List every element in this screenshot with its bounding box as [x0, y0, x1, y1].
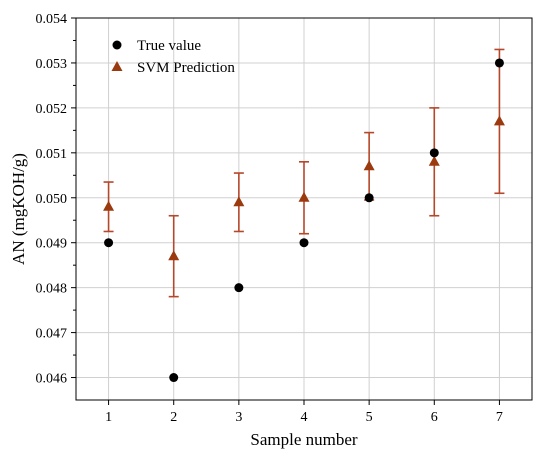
y-tick-label: 0.053 — [36, 57, 68, 72]
true-value-point — [494, 58, 504, 68]
legend-marker-svm-prediction — [111, 61, 123, 71]
x-tick-label: 5 — [366, 410, 373, 425]
x-axis-label: Sample number — [250, 430, 358, 449]
legend-label-true-value: True value — [137, 38, 201, 54]
x-tick-label: 3 — [235, 410, 242, 425]
x-tick-label: 7 — [496, 410, 503, 425]
legend-marker-true-value — [112, 40, 122, 50]
y-tick-label: 0.048 — [36, 282, 68, 297]
svm-prediction-point — [298, 191, 310, 202]
svm-prediction-point — [103, 200, 115, 211]
y-tick-label: 0.049 — [36, 237, 68, 252]
true-value-point — [429, 148, 439, 158]
true-value-point — [234, 283, 244, 293]
x-tick-label: 6 — [431, 410, 438, 425]
y-tick-label: 0.050 — [36, 192, 68, 207]
legend: True value SVM Prediction — [111, 38, 235, 76]
svm-prediction-point — [428, 155, 440, 166]
x-tick-label: 1 — [105, 410, 112, 425]
svm-prediction-point — [493, 115, 505, 126]
axes: 1 2 3 4 5 6 7 0.046 0.047 0.048 0.049 0.050 0.051 0.0… — [36, 12, 503, 425]
true-value-point — [169, 373, 179, 383]
svm-prediction-point — [233, 196, 245, 207]
legend-label-svm-prediction: SVM Prediction — [137, 60, 235, 76]
marks — [103, 58, 505, 383]
true-value-point — [299, 238, 309, 248]
x-tick-label: 2 — [170, 410, 177, 425]
svm-prediction-point — [168, 250, 180, 261]
y-tick-label: 0.052 — [36, 102, 68, 117]
y-tick-label: 0.046 — [36, 372, 68, 387]
svm-prediction-point — [363, 160, 375, 171]
y-tick-label: 0.051 — [36, 147, 68, 162]
y-tick-label: 0.047 — [36, 327, 68, 342]
y-tick-label: 0.054 — [36, 12, 68, 27]
true-value-point — [364, 193, 374, 203]
true-value-point — [104, 238, 114, 248]
y-axis-label: AN (mgKOH/g) — [9, 153, 28, 265]
x-tick-label: 4 — [301, 410, 308, 425]
